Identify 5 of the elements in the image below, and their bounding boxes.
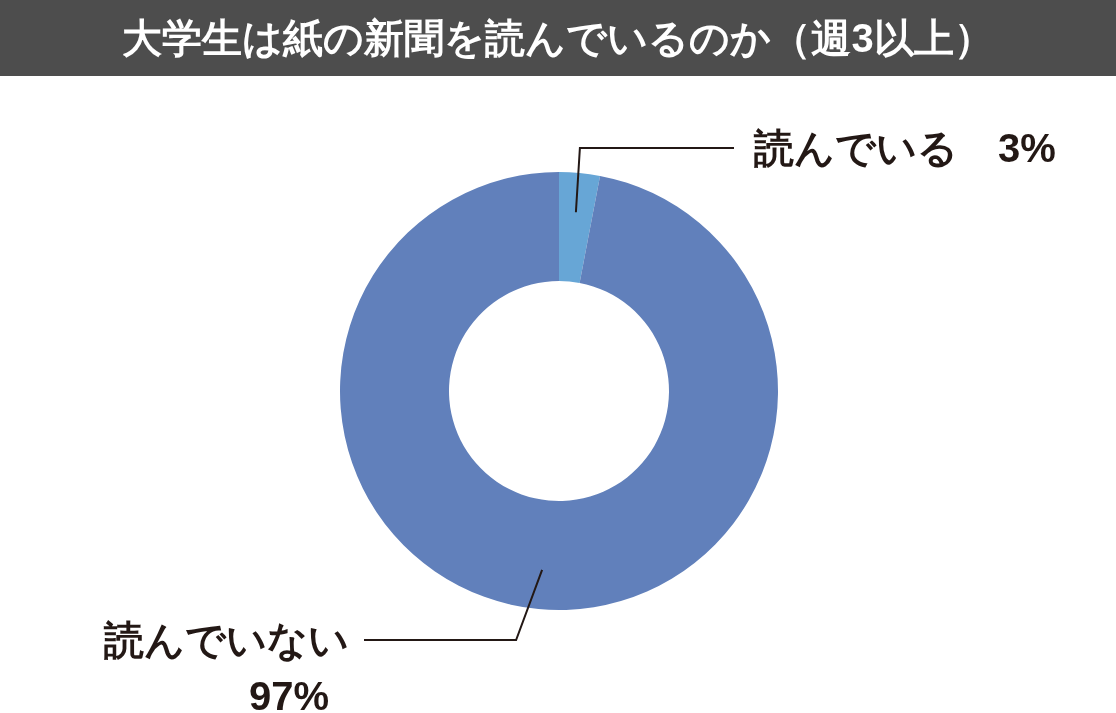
slice-label: 読んでいる [753, 126, 958, 170]
data-label: 3% [998, 126, 1056, 170]
chart-title: 大学生は紙の新聞を読んでいるのか（週3以上） [122, 16, 994, 60]
data-label: 97% [248, 674, 330, 713]
slice-label: 読んでいない [103, 618, 349, 662]
